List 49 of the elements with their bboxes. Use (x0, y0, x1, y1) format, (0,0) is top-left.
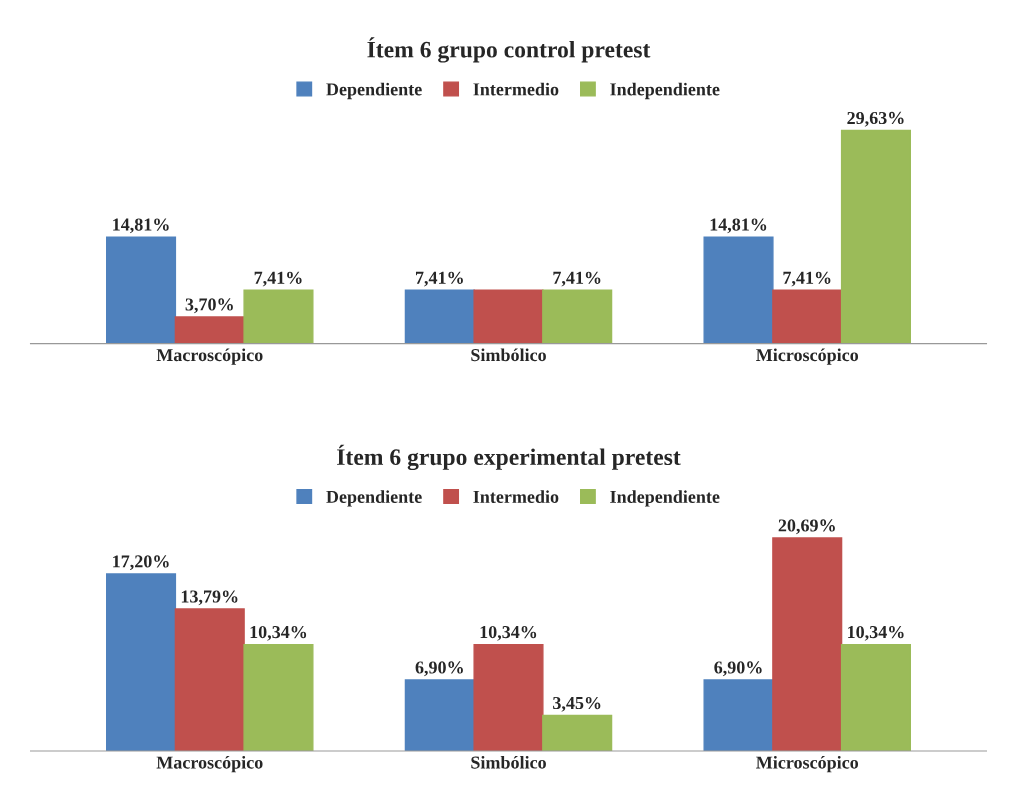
bar (174, 608, 245, 752)
data-label: 3,70% (185, 298, 233, 314)
data-label: 14,81% (710, 218, 767, 234)
bar (703, 236, 774, 344)
data-label: 3,45% (553, 696, 601, 712)
bar (772, 289, 843, 344)
x-tick-label: Microscópico (756, 755, 859, 773)
data-label: 10,34% (480, 625, 537, 641)
bar (105, 236, 177, 344)
data-label: 7,41% (254, 271, 302, 287)
bar (473, 643, 544, 752)
data-label: 7,41% (783, 271, 831, 287)
data-label: 13,79% (181, 590, 238, 606)
legend-label: Independiente (610, 82, 720, 100)
data-label: 7,41% (553, 271, 601, 287)
bar (174, 316, 245, 344)
legend-label: Dependiente (326, 82, 422, 100)
x-tick-label: Simbólico (471, 348, 546, 362)
data-label: 29,63% (847, 111, 904, 127)
x-tick-label: Macroscópico (156, 755, 263, 773)
chart-title: Ítem 6 grupo experimental pretest (337, 444, 681, 471)
data-label: 17,20% (113, 555, 169, 571)
x-tick-label: Simbólico (471, 755, 546, 769)
bar (703, 679, 774, 752)
bar (243, 289, 314, 344)
bar (840, 643, 912, 752)
bar (243, 643, 314, 752)
data-label: 7,41% (416, 271, 463, 287)
data-label: 10,34% (848, 625, 904, 641)
data-label: 6,90% (714, 661, 762, 677)
bar (404, 679, 475, 752)
data-label: 6,90% (415, 661, 463, 677)
x-tick-label: Microscópico (756, 348, 859, 365)
bar (404, 289, 475, 344)
legend-label: Independiente (610, 490, 720, 507)
bar (542, 714, 613, 752)
x-tick-label: Macroscópico (156, 348, 263, 365)
data-label: 20,69% (778, 519, 835, 535)
bar (105, 573, 177, 752)
legend-label: Intermedio (473, 490, 559, 503)
bar (840, 129, 912, 344)
legend-label: Dependiente (326, 490, 422, 507)
data-label: 14,81% (113, 218, 169, 234)
legend-label: Intermedio (473, 82, 559, 96)
bar (473, 289, 544, 344)
chart-title: Ítem 6 grupo control pretest (367, 37, 651, 63)
bar (772, 537, 843, 752)
bar (542, 289, 613, 344)
data-label: 10,34% (250, 625, 307, 641)
